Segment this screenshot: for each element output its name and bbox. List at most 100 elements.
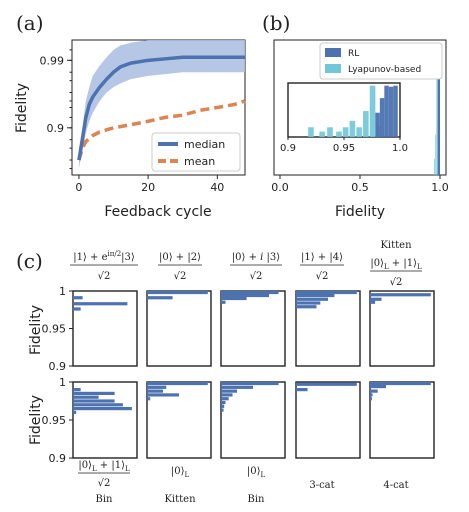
svg-text:√2: √2 bbox=[98, 478, 111, 489]
panel-c-ytick-label: 0.9 bbox=[49, 452, 67, 465]
state-label-bottom-3: |0⟩L Bin bbox=[247, 466, 266, 505]
inset-bar-lyapunov bbox=[349, 120, 356, 137]
svg-text:Bin: Bin bbox=[96, 494, 114, 505]
panel-c-bar bbox=[296, 293, 335, 298]
panel-c-bar bbox=[221, 393, 233, 397]
panel-c-ytick-label: 0.95 bbox=[42, 323, 67, 336]
panel-c-bar bbox=[73, 403, 123, 407]
panel-b-inset: 0.9 0.95 1.0 bbox=[280, 82, 408, 154]
panel-label-c: (c) bbox=[16, 249, 43, 273]
inset-bar-lyapunov bbox=[342, 127, 349, 137]
svg-text:|0⟩ + i |3⟩: |0⟩ + i |3⟩ bbox=[232, 252, 280, 263]
inset-bar-lyapunov bbox=[336, 131, 342, 137]
panel-c-bar bbox=[370, 297, 382, 301]
panel-c-bar bbox=[221, 385, 253, 389]
panel-c-bar bbox=[221, 389, 237, 393]
inset-bar-rl bbox=[375, 112, 380, 137]
panel-c-bar bbox=[296, 388, 308, 392]
panel-c-bar bbox=[73, 296, 83, 300]
panel-b-xtick-label: 1.0 bbox=[431, 181, 449, 194]
svg-text:|0⟩L: |0⟩L bbox=[247, 466, 266, 479]
panel-c-bar bbox=[73, 302, 128, 306]
panel-c-histogram-grid: Fidelity Fidelity |1⟩ + eiπ/2|3⟩ √2 |0⟩ … bbox=[28, 240, 435, 505]
panel-c-bar bbox=[73, 399, 115, 403]
panel-b-bar-rl bbox=[437, 46, 440, 175]
svg-text:Bin: Bin bbox=[248, 494, 266, 505]
state-label-bottom-4: 3-cat bbox=[309, 480, 334, 491]
panel-c-ytick-label: 1 bbox=[59, 285, 66, 298]
panel-c-top-box-2 bbox=[146, 290, 212, 367]
legend-rl-swatch bbox=[325, 48, 341, 57]
panel-b-xlabel: Fidelity bbox=[335, 204, 385, 220]
panel-a-xtick-label: 40 bbox=[210, 181, 224, 194]
svg-text:Kitten: Kitten bbox=[380, 240, 412, 251]
panel-c-bar bbox=[147, 290, 208, 295]
panel-c-bar bbox=[370, 384, 386, 389]
panel-c-bar bbox=[221, 381, 279, 386]
inset-xtick-label: 1.0 bbox=[392, 143, 408, 154]
panel-c-bar bbox=[221, 408, 224, 412]
state-label-top-3: |0⟩ + i |3⟩ √2 bbox=[230, 252, 282, 282]
legend-rl-label: RL bbox=[348, 49, 359, 59]
panel-c-bar bbox=[296, 297, 328, 301]
inset-bar-rl bbox=[388, 86, 394, 137]
panel-b-xtick-label: 0.5 bbox=[351, 181, 369, 194]
legend-mean-label: mean bbox=[184, 155, 215, 168]
legend-median-label: median bbox=[184, 138, 225, 151]
inset-bar-lyapunov bbox=[327, 127, 333, 137]
median-line bbox=[77, 55, 245, 161]
panel-c-bar bbox=[296, 290, 357, 295]
panel-c-bar bbox=[147, 296, 173, 300]
panel-a-ylabel: Fidelity bbox=[14, 83, 30, 133]
inset-bar-lyapunov bbox=[363, 111, 369, 137]
panel-c-ytick-label: 0.9 bbox=[49, 360, 67, 373]
panel-c-bar bbox=[296, 382, 357, 386]
panel-c-bar bbox=[73, 395, 99, 399]
svg-text:√2: √2 bbox=[250, 271, 263, 282]
panel-c-top-box-5 bbox=[369, 290, 435, 367]
svg-text:|0⟩ + |2⟩: |0⟩ + |2⟩ bbox=[159, 252, 201, 263]
panel-c-bar bbox=[147, 381, 208, 386]
panel-c-bar bbox=[73, 391, 115, 395]
state-label-top-2: |0⟩ + |2⟩ √2 bbox=[158, 252, 202, 282]
inset-bar-lyapunov bbox=[319, 131, 325, 137]
state-label-bottom-1: |0⟩L + |1⟩L √2 Bin bbox=[78, 460, 130, 505]
inset-bar-lyapunov bbox=[356, 127, 362, 137]
state-label-bottom-5: 4-cat bbox=[383, 480, 408, 491]
panel-c-bottom-box-4 bbox=[295, 381, 361, 459]
state-label-top-1: |1⟩ + eiπ/2|3⟩ √2 bbox=[70, 250, 138, 282]
svg-text:|1⟩ + |4⟩: |1⟩ + |4⟩ bbox=[301, 252, 343, 263]
panel-c-bar bbox=[147, 393, 179, 397]
panel-c-bar bbox=[147, 397, 151, 401]
svg-text:4-cat: 4-cat bbox=[383, 480, 408, 491]
panel-c-bar bbox=[370, 293, 431, 297]
legend-lyapunov-swatch bbox=[325, 64, 341, 73]
inset-bar-rl bbox=[384, 85, 389, 137]
svg-text:Kitten: Kitten bbox=[164, 494, 196, 505]
panel-c-bar bbox=[296, 301, 321, 305]
svg-text:|0⟩L + |1⟩L: |0⟩L + |1⟩L bbox=[78, 460, 130, 473]
panel-c-bar bbox=[370, 389, 378, 393]
state-label-bottom-2: |0⟩L Kitten bbox=[164, 466, 196, 505]
panel-c-bar bbox=[73, 407, 132, 411]
inset-bar-lyapunov bbox=[369, 85, 376, 137]
inset-xtick-label: 0.9 bbox=[280, 143, 296, 154]
panel-c-bar bbox=[370, 393, 373, 397]
panel-c-top-box-3 bbox=[220, 290, 286, 367]
panel-c-bar bbox=[221, 404, 225, 408]
median-confidence-band bbox=[78, 40, 245, 169]
panel-a-xlabel: Feedback cycle bbox=[104, 204, 211, 220]
panel-b-legend: RL Lyapunov-based bbox=[319, 42, 443, 80]
svg-text:|0⟩L: |0⟩L bbox=[171, 466, 190, 479]
panel-c-ytick-label: 0.95 bbox=[42, 414, 67, 427]
panel-c-bar bbox=[221, 296, 247, 301]
panel-c-ylabel-bottom: Fidelity bbox=[28, 395, 44, 445]
inset-bar-rl bbox=[393, 85, 398, 137]
panel-label-b: (b) bbox=[262, 11, 290, 35]
panel-b-bar-lyapunov bbox=[436, 73, 438, 175]
panel-c-ytick-label: 1 bbox=[59, 376, 66, 389]
panel-c-bar bbox=[370, 381, 431, 386]
panel-c-bottom-box-5 bbox=[369, 381, 435, 459]
panel-a-line-chart: 0 20 40 0.9 0.99 Feedback cycle Fidelity med… bbox=[14, 39, 246, 220]
